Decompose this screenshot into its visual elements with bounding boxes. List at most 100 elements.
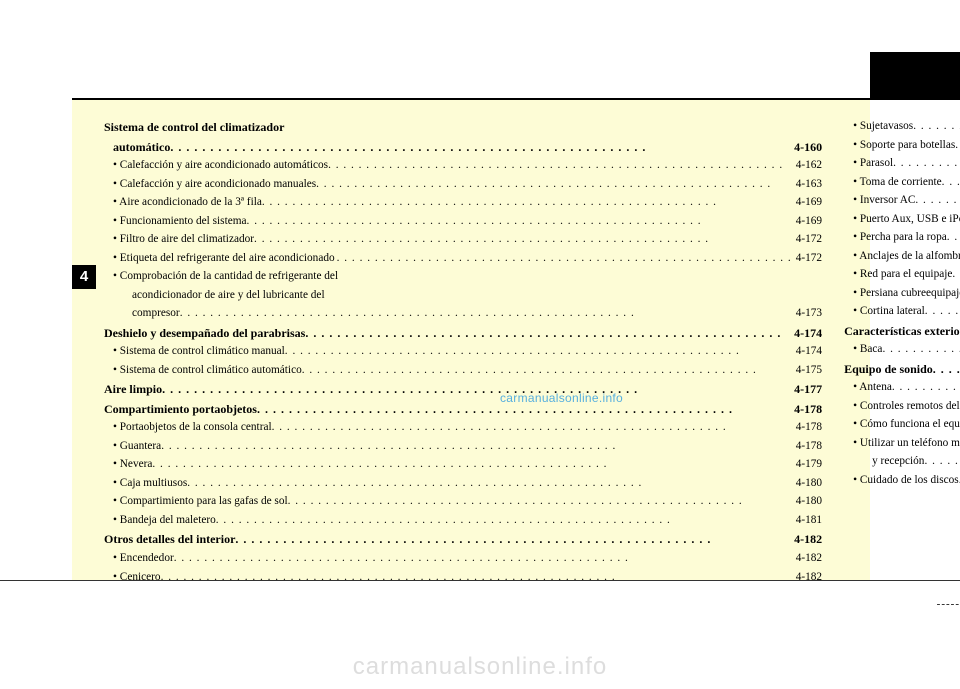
- toc-label: • Nevera: [104, 456, 152, 474]
- toc-left-column: Sistema de control del climatizadorautom…: [104, 118, 822, 587]
- toc-dots: [235, 530, 792, 549]
- chapter-tab: 4: [72, 265, 96, 289]
- toc-dots: [174, 550, 794, 568]
- toc-sub: • Calefacción y aire acondicionado manua…: [104, 176, 822, 194]
- toc-page: 4-174: [794, 343, 822, 361]
- toc-dots: [335, 250, 794, 268]
- toc-dots: [285, 343, 794, 361]
- toc-label: • Calefacción y aire acondicionado manua…: [104, 176, 316, 194]
- toc-sub: • Sistema de control climático manual4-1…: [104, 343, 822, 361]
- toc-sub: • Comprobación de la cantidad de refrige…: [104, 268, 822, 286]
- toc-label: acondicionador de aire y del lubricante …: [104, 287, 325, 305]
- toc-label: • Comprobación de la cantidad de refrige…: [104, 268, 338, 286]
- toc-dots: [162, 380, 792, 399]
- toc-sub: • Puerto Aux, USB e iPod 4-188: [844, 211, 960, 229]
- toc-page: 4-182: [794, 550, 822, 568]
- toc-label: Compartimiento portaobjetos: [104, 400, 257, 419]
- toc-sub: y recepción4-199: [844, 453, 960, 471]
- toc-dots: [915, 192, 960, 210]
- toc-dots: [955, 137, 960, 155]
- toc-dots: [893, 155, 960, 173]
- toc-dots: [302, 362, 794, 380]
- toc-sub: acondicionador de aire y del lubricante …: [104, 287, 822, 305]
- toc-label: • Controles remotos del equipo de sonido: [844, 398, 960, 416]
- toc-dots: [257, 400, 792, 419]
- toc-page: 4-172: [794, 250, 822, 268]
- toc-page: 4-181: [794, 512, 822, 530]
- toc-dots: [180, 305, 794, 323]
- toc-label: • Antena: [844, 379, 892, 397]
- toc-dots: [216, 512, 794, 530]
- toc-sub: • Cenicero4-182: [104, 569, 822, 587]
- toc-label: • Utilizar un teléfono móvil o una radio…: [844, 435, 960, 453]
- toc-page: 4-175: [794, 362, 822, 380]
- toc-page: 4-178: [794, 419, 822, 437]
- toc-sub: • Toma de corriente4-185: [844, 174, 960, 192]
- toc-page: 4-182: [794, 569, 822, 587]
- toc-label: Equipo de sonido: [844, 360, 933, 379]
- header-black-block: [870, 52, 960, 100]
- toc-sub: • Calefacción y aire acondicionado autom…: [104, 157, 822, 175]
- toc-label: • Compartimiento para las gafas de sol: [104, 493, 288, 511]
- toc-sub: • Bandeja del maletero 4-181: [104, 512, 822, 530]
- toc-label: • Sistema de control climático automátic…: [104, 362, 302, 380]
- toc-label: • Inversor AC: [844, 192, 915, 210]
- toc-sub: • Inversor AC 4-186: [844, 192, 960, 210]
- toc-sub: • Cómo funciona el equipo de sonido del …: [844, 416, 960, 434]
- toc-sub: • Encendedor 4-182: [104, 550, 822, 568]
- toc-sub: • Compartimiento para las gafas de sol4-…: [104, 493, 822, 511]
- toc-dots: [316, 176, 794, 194]
- toc-page: 4-172: [794, 231, 822, 249]
- toc-sub: • Sistema de control climático automátic…: [104, 362, 822, 380]
- toc-label: • Funcionamiento del sistema: [104, 213, 247, 231]
- footer-rule: [0, 580, 960, 581]
- toc-dots: [892, 379, 960, 397]
- toc-section: Características exteriores 4-193: [844, 322, 960, 341]
- toc-sub: compresor4-173: [104, 305, 822, 323]
- toc-label: • Sujetavasos: [844, 118, 913, 136]
- toc-section: Deshielo y desempañado del parabrisas 4-…: [104, 324, 822, 343]
- toc-sub: • Caja multiusos4-180: [104, 475, 822, 493]
- toc-label: • Aire acondicionado de la 3ª fila: [104, 194, 262, 212]
- toc-dots: [328, 157, 794, 175]
- toc-dots: [882, 341, 960, 359]
- toc-dots: [247, 213, 794, 231]
- toc-label: • Guantera: [104, 438, 161, 456]
- toc-sub: • Sujetavasos4-183: [844, 118, 960, 136]
- toc-section: Otros detalles del interior 4-182: [104, 530, 822, 549]
- toc-label: Sistema de control del climatizador: [104, 118, 284, 137]
- toc-label: • Bandeja del maletero: [104, 512, 216, 530]
- toc-label: • Anclajes de la alfombrilla del suelo: [844, 248, 960, 266]
- toc-label: • Puerto Aux, USB e iPod: [844, 211, 960, 229]
- toc-dots: [262, 194, 794, 212]
- toc-page: 4-169: [794, 213, 822, 231]
- toc-page: 4-177: [792, 380, 822, 399]
- toc-sub: • Parasol 4-184: [844, 155, 960, 173]
- toc-sub: • Nevera 4-179: [104, 456, 822, 474]
- toc-dots: [952, 266, 960, 284]
- toc-label: • Filtro de aire del climatizador: [104, 231, 254, 249]
- toc-sub: • Aire acondicionado de la 3ª fila4-169: [104, 194, 822, 212]
- toc-sub: • Funcionamiento del sistema 4-169: [104, 213, 822, 231]
- toc-dots: [305, 324, 792, 343]
- toc-label: y recepción: [844, 453, 924, 471]
- toc-dots: [187, 475, 793, 493]
- toc-sub: • Guantera 4-178: [104, 438, 822, 456]
- toc-label: • Percha para la ropa: [844, 229, 947, 247]
- toc-label: Aire limpio: [104, 380, 162, 399]
- toc-page: 4-174: [792, 324, 822, 343]
- toc-dots: [152, 456, 793, 474]
- toc-sub: • Percha para la ropa4-189: [844, 229, 960, 247]
- toc-label: • Red para el equipaje: [844, 266, 952, 284]
- toc-label: • Caja multiusos: [104, 475, 187, 493]
- toc-dots: [170, 138, 792, 157]
- toc-sub: • Controles remotos del equipo de sonido…: [844, 398, 960, 416]
- toc-page: 4-178: [792, 400, 822, 419]
- toc-dots: [288, 493, 794, 511]
- toc-page: 4-182: [792, 530, 822, 549]
- toc-columns: Sistema de control del climatizadorautom…: [104, 118, 854, 587]
- toc-label: • Cortina lateral: [844, 303, 925, 321]
- toc-page: 4-179: [794, 456, 822, 474]
- toc-page: 4-160: [792, 138, 822, 157]
- page-number-dashes: -----: [937, 598, 960, 610]
